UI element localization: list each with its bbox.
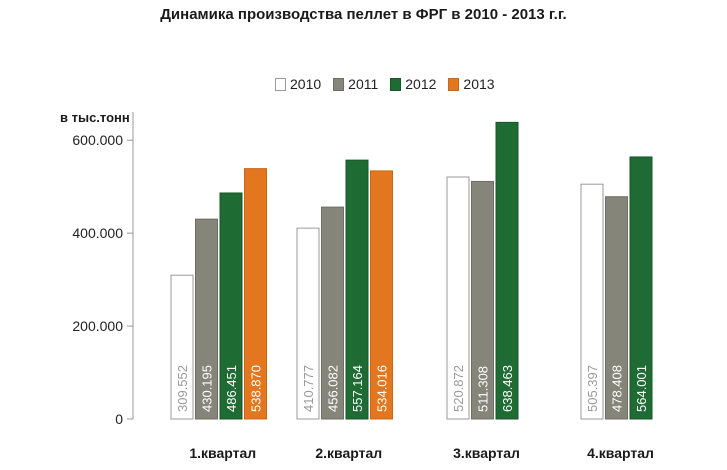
legend-swatch <box>448 77 460 91</box>
bar-value-label: 520.872 <box>451 365 466 412</box>
bar-value-label: 557.164 <box>350 365 365 412</box>
bar-2013-2 <box>370 170 393 420</box>
legend-entry-2011: 2011 <box>333 76 378 92</box>
y-tick-label: 400.000 <box>72 225 123 241</box>
bar-value-label: 478.408 <box>610 365 625 412</box>
y-tick-label: 600.000 <box>72 132 123 148</box>
legend-entry-2012: 2012 <box>390 76 436 92</box>
bar-2011-1 <box>195 218 218 420</box>
bar-2012-4 <box>629 156 653 420</box>
bar-2012-1 <box>219 192 243 420</box>
bar-value-label: 410.777 <box>301 365 316 412</box>
category-label: 3.квартал <box>453 445 520 461</box>
legend-entry-2013: 2013 <box>448 76 495 92</box>
bar-value-label: 534.016 <box>375 365 390 412</box>
chart-title: Динамика производства пеллет в ФРГ в 201… <box>160 6 567 23</box>
legend: 2010 2011 2012 2013 <box>275 76 507 92</box>
bar-2011-2 <box>321 206 344 420</box>
bar-2012-2 <box>345 159 369 420</box>
bar-2010-2 <box>296 227 320 420</box>
category-label: 2.квартал <box>315 445 382 461</box>
y-tick-label: 200.000 <box>72 318 123 334</box>
legend-swatch <box>390 77 402 91</box>
bar-2011-4 <box>605 196 628 420</box>
bar-value-label: 486.451 <box>224 365 239 412</box>
bar-2010-1 <box>170 274 194 420</box>
legend-swatch <box>333 77 345 91</box>
bar-2013-1 <box>244 168 267 420</box>
bar-2012-3 <box>495 121 519 420</box>
bar-value-label: 505.397 <box>585 365 600 412</box>
y-tick-label: 0 <box>115 411 123 427</box>
category-label: 4.квартал <box>587 445 654 461</box>
bar-2010-4 <box>580 183 604 420</box>
legend-label: 2012 <box>405 76 437 92</box>
bar-value-label: 430.195 <box>200 365 215 412</box>
legend-entry-2010: 2010 <box>275 76 321 92</box>
legend-label: 2011 <box>348 76 379 92</box>
bar-value-label: 538.870 <box>249 365 264 412</box>
y-axis-unit-label: в тыс.тонн <box>60 110 130 125</box>
legend-label: 2010 <box>290 76 322 92</box>
category-label: 1.квартал <box>189 445 256 461</box>
bar-2011-3 <box>471 180 494 420</box>
legend-label: 2013 <box>463 76 495 92</box>
legend-swatch <box>275 77 286 91</box>
bar-2010-3 <box>446 176 470 420</box>
bar-value-label: 564.001 <box>634 365 649 412</box>
bar-value-label: 638.463 <box>500 365 515 412</box>
bar-value-label: 309.552 <box>175 365 190 412</box>
bar-value-label: 456.082 <box>326 365 341 412</box>
bar-value-label: 511.308 <box>476 366 491 412</box>
